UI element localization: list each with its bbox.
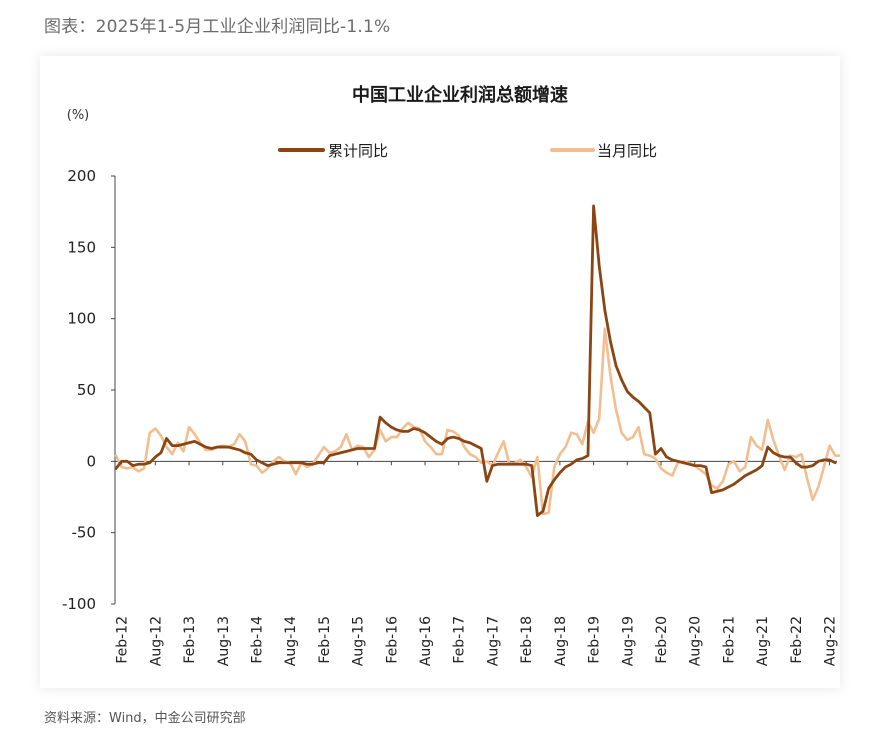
x-tick-label: Aug-12 (148, 616, 164, 666)
x-tick-label: Aug-17 (485, 616, 501, 666)
x-tick-label: Aug-22 (823, 616, 839, 666)
y-tick-label: 0 (86, 452, 96, 470)
x-tick-label: Feb-15 (317, 616, 333, 664)
y-tick-label: 50 (77, 381, 96, 399)
x-tick-label: Feb-14 (249, 616, 265, 664)
x-tick-label: Feb-18 (519, 616, 535, 664)
x-tick-label: Aug-16 (418, 616, 434, 666)
x-tick-label: Aug-15 (351, 616, 367, 666)
y-tick-label: 100 (67, 310, 96, 328)
x-tick-label: Feb-19 (587, 616, 603, 664)
x-tick-label: Aug-21 (755, 616, 771, 666)
y-tick-label: -50 (72, 524, 97, 542)
source-note: 资料来源：Wind，中金公司研究部 (44, 711, 246, 726)
y-tick-label: 200 (67, 167, 96, 185)
x-tick-label: Aug-20 (688, 616, 704, 666)
axes: 200 150 100 50 0 -50 -100 Feb-12 Aug-12 Feb-13 Aug… (62, 167, 872, 666)
x-tick-label: Aug-13 (216, 616, 232, 666)
y-axis-unit-label: (%) (67, 108, 90, 123)
chart-card: 中国工业企业利润总额增速 (%) 累计同比 当月同比 200 150 100 50 0 -… (40, 56, 872, 688)
x-tick-label: Aug-18 (553, 616, 569, 666)
x-tick-label: Feb-12 (115, 616, 131, 664)
y-tick-label: -100 (62, 595, 96, 613)
chart-caption: 图表：2025年1-5月工业企业利润同比-1.1% (44, 17, 391, 37)
series-line-cumulative (114, 204, 837, 517)
legend-label-cumulative: 累计同比 (328, 142, 388, 160)
x-tick-label: Feb-20 (654, 616, 670, 664)
series-layer (114, 204, 854, 517)
x-tick-label: Feb-17 (452, 616, 468, 664)
chart-title: 中国工业企业利润总额增速 (352, 84, 568, 106)
x-tick-label: Feb-13 (182, 616, 198, 664)
x-tick-label: Aug-14 (283, 616, 299, 666)
x-tick-label: Feb-22 (789, 616, 805, 664)
legend-label-monthly: 当月同比 (597, 142, 657, 160)
x-tick-label: Feb-21 (721, 616, 737, 664)
y-tick-label: 150 (67, 238, 96, 256)
line-chart: 中国工业企业利润总额增速 (%) 累计同比 当月同比 200 150 100 50 0 -… (62, 84, 872, 666)
x-tick-label: Feb-16 (384, 616, 400, 664)
x-tick-label: Aug-19 (620, 616, 636, 666)
